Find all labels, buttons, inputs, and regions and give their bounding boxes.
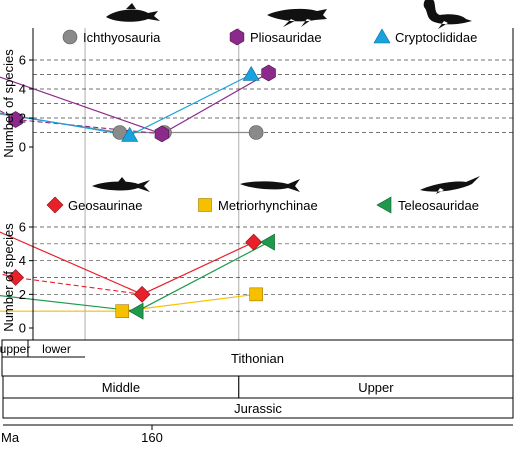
panel-0-series-1-point-1 <box>154 125 170 143</box>
panel-0-legend-marker-0 <box>62 29 78 45</box>
panel-1-series-0-point-0 <box>245 233 263 251</box>
panel-0-legend-marker-2 <box>373 28 391 44</box>
panel-1-y-axis-label: Number of species <box>1 223 16 332</box>
cryptoclidid-silhouette-icon-0-shape <box>423 0 472 29</box>
panel-0-legend-label-0: Ichthyosauria <box>83 30 161 45</box>
panel-0-series-1-point-0 <box>261 64 276 82</box>
panel-1-series-1-point-0 <box>249 287 263 302</box>
age-cell-3 <box>1 339 514 377</box>
panel-1-series-0-point-1 <box>133 285 151 303</box>
epoch-label-0: Middle <box>102 380 140 395</box>
panel-1-legend-marker-2 <box>376 196 392 214</box>
metriorhynch-silhouette-icon-1 <box>240 179 300 192</box>
ma-axis-tick-label-160: 160 <box>141 430 163 445</box>
panel-1-ytick-label-0: 0 <box>19 321 26 336</box>
panel-0-series-line-2 <box>0 73 252 137</box>
series-lines-layer <box>0 72 269 312</box>
panel-1-legend-marker-0 <box>46 196 64 214</box>
panel-1-series-line-1 <box>0 293 257 312</box>
panel-1-legend-label-2: Teleosauridae <box>398 198 479 213</box>
panel-0-series-2-point-0 <box>242 65 260 81</box>
panel-0-series-2-point-1 <box>121 126 139 142</box>
period-cell <box>2 397 514 419</box>
panel-1-legend-label-0: Geosaurinae <box>68 198 142 213</box>
panel-0-legend-label-1: Pliosauridae <box>250 30 322 45</box>
panel-0-y-axis-label: Number of species <box>1 49 16 158</box>
panel-1-series-2-point-0 <box>259 233 275 251</box>
panel-0-legend-label-2: Cryptoclididae <box>395 30 477 45</box>
panel-1-series-0-point-4 <box>7 269 25 286</box>
ichthyosaur-silhouette-icon-0 <box>106 3 160 22</box>
panel-0-series-line-0 <box>0 113 257 134</box>
subage-label-1: upper <box>0 342 30 356</box>
panel-1-ytick-label-6: 6 <box>19 220 26 235</box>
geosaur-silhouette-icon-1 <box>92 177 150 192</box>
teleosaur-silhouette-icon-1 <box>420 176 480 194</box>
panel-0-ytick-label-0: 0 <box>19 140 26 155</box>
teleosaur-silhouette-icon-1-shape <box>420 176 480 194</box>
time-scale-layer: CallovianOxfordianKimmeridgianTithonianl… <box>0 339 514 445</box>
panel-0-ytick-label-6: 6 <box>19 53 26 68</box>
ma-axis-unit: Ma <box>1 430 20 445</box>
panel-0-series-0-point-0 <box>248 125 264 140</box>
panel-1-ytick-label-2: 2 <box>19 287 26 302</box>
pliosaur-silhouette-icon-0 <box>267 8 327 27</box>
panel-1-series-2-point-1 <box>128 302 144 320</box>
series-markers-layer: ?? <box>7 64 276 320</box>
ichthyosaur-silhouette-icon-0-shape <box>106 3 160 22</box>
panel-0-series-1-point-3 <box>8 111 23 128</box>
panel-0-legend-marker-1 <box>229 28 245 46</box>
panel-1-ytick-label-4: 4 <box>19 253 26 268</box>
panel-0-ytick-label-2: 2 <box>19 111 26 126</box>
panel-1-legend-marker-1 <box>198 198 212 212</box>
subage-label-0: lower <box>42 342 71 356</box>
age-label-3: Tithonian <box>231 351 284 366</box>
legend-layer: Ichthyosauria Pliosauridae Cryptoclididae G… <box>46 0 480 214</box>
cryptoclidid-silhouette-icon-0 <box>423 0 472 29</box>
pliosaur-silhouette-icon-0-shape <box>267 8 327 27</box>
panel-1-series-1-point-1 <box>115 304 130 318</box>
panel-1-legend-label-1: Metriorhynchinae <box>218 198 318 213</box>
epoch-label-1: Upper <box>358 380 394 395</box>
geosaur-silhouette-icon-1-shape <box>92 177 150 192</box>
metriorhynch-silhouette-icon-1-shape <box>240 179 300 192</box>
panel-1-series-line-2 <box>0 241 269 312</box>
panel-0-ytick-label-4: 4 <box>19 82 26 97</box>
period-label: Jurassic <box>234 401 282 416</box>
panel-1-series-line-0 <box>0 231 254 295</box>
